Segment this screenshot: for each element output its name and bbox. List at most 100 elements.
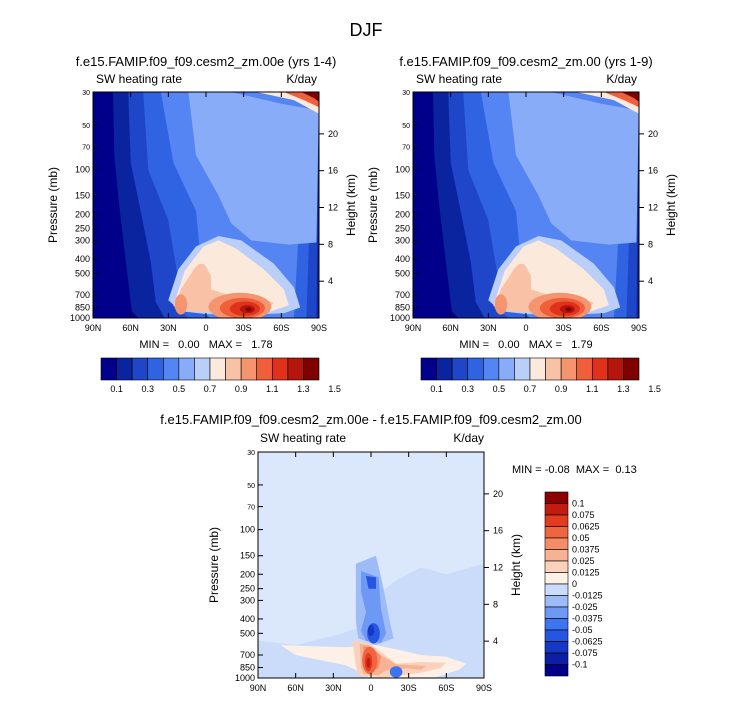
colorbar-swatch: [544, 572, 569, 585]
latitude-axis: 90N 60N 30N 0 30S 60S 90S: [85, 92, 327, 333]
height-tick-label: 4: [328, 276, 333, 286]
pressure-tick-label: 400: [240, 614, 255, 624]
pressure-tick-label: 300: [240, 595, 255, 605]
pressure-tick-label: 200: [240, 569, 255, 579]
contour-neg-6: [389, 666, 403, 678]
latitude-tick-label: 60S: [593, 323, 609, 333]
latitude-tick-label: 60S: [438, 683, 454, 693]
pressure-tick-label: 500: [75, 268, 90, 278]
colorbar-swatch: [498, 357, 515, 381]
height-tick-label: 12: [648, 203, 658, 213]
colorbar-label: 0.1: [572, 499, 585, 509]
pressure-tick-label: 400: [395, 254, 410, 264]
colorbar-label: -0.0125: [572, 591, 603, 601]
colorbar-swatch: [544, 618, 569, 631]
pressure-tick-label: 200: [75, 209, 90, 219]
min-max-label: MIN = 0.00 MAX = 1.79: [459, 339, 592, 351]
colorbar-label: 0.9: [555, 384, 568, 394]
colorbar-label: 1.1: [266, 384, 279, 394]
contour-blob-3: [174, 294, 188, 315]
latitude-tick-label: 90N: [250, 683, 267, 693]
pressure-tick-label: 700: [240, 650, 255, 660]
colorbar-label: -0.0375: [572, 614, 603, 624]
panel-model-00e: f.e15.FAMIP.f09_f09.cesm2_zm.00e (yrs 1-…: [46, 54, 358, 394]
colorbar-label: 0.5: [493, 384, 506, 394]
colorbar-swatch: [544, 514, 569, 527]
pressure-tick-label: 700: [395, 290, 410, 300]
colorbar-label: 1.5: [648, 384, 661, 394]
colorbar-swatch: [482, 357, 500, 381]
colorbar: 0.1 0.3 0.5 0.7 0.9 1.1 1.3 1.5: [100, 357, 341, 394]
colorbar-swatch: [544, 583, 569, 596]
colorbar-swatch: [116, 357, 133, 381]
height-tick-label: 4: [493, 636, 498, 646]
height-tick-label: 16: [648, 166, 658, 176]
contour-weak-neg: [258, 452, 484, 646]
height-tick-label: 20: [328, 129, 338, 139]
panel-units-label: K/day: [453, 431, 484, 445]
height-tick-label: 12: [328, 203, 338, 213]
colorbar-swatch: [576, 357, 593, 381]
colorbar-swatch: [591, 357, 609, 381]
pressure-tick-label: 850: [75, 303, 90, 313]
colorbar-swatch: [178, 357, 195, 381]
colorbar-label: 0.5: [173, 384, 186, 394]
colorbar-swatch: [544, 664, 569, 677]
height-tick-label: 20: [648, 129, 658, 139]
colorbar-label: -0.1: [572, 660, 588, 670]
colorbar-label: 1.3: [617, 384, 630, 394]
latitude-tick-label: 90N: [405, 323, 422, 333]
pressure-tick-label: 30: [402, 90, 410, 97]
min-max-label: MIN = 0.00 MAX = 1.78: [139, 339, 272, 351]
colorbar-swatch: [436, 357, 453, 381]
height-axis: 20 16 12 8 4: [319, 129, 338, 286]
latitude-axis: 90N 60N 30N 0 30S 60S 90S: [405, 92, 647, 333]
contour-neg-2: [361, 571, 387, 643]
latitude-tick-label: 30N: [325, 683, 342, 693]
latitude-tick-label: 30S: [556, 323, 572, 333]
colorbar-label: 0: [572, 579, 577, 589]
pressure-tick-label: 150: [395, 191, 410, 201]
colorbar-label: -0.075: [572, 648, 598, 658]
colorbar-swatch: [131, 357, 149, 381]
colorbar-label: -0.05: [572, 625, 593, 635]
contour-strat-4: [621, 92, 639, 102]
colorbar-swatch: [544, 537, 569, 550]
y-axis-label: Pressure (mb): [366, 167, 380, 243]
colorbar-swatch: [240, 357, 258, 381]
pressure-tick-label: 500: [395, 268, 410, 278]
colorbar-swatch: [225, 357, 242, 381]
contour-neg-5: [367, 625, 375, 637]
height-tick-label: 8: [648, 239, 653, 249]
colorbar-label: 0.05: [572, 533, 590, 543]
colorbar-label: 1.3: [297, 384, 310, 394]
contour-blob-1: [512, 263, 530, 298]
height-tick-label: 16: [328, 166, 338, 176]
latitude-tick-label: 60N: [287, 683, 304, 693]
latitude-tick-label: 30S: [401, 683, 417, 693]
colorbar-label: -0.025: [572, 602, 598, 612]
pressure-tick-label: 150: [240, 551, 255, 561]
latitude-tick-label: 30N: [480, 323, 497, 333]
figure-title: DJF: [350, 20, 383, 40]
contour-strat-4: [301, 92, 319, 102]
contour-field: [93, 92, 319, 318]
pressure-tick-label: 200: [395, 209, 410, 219]
colorbar-label: 0.0375: [572, 545, 600, 555]
colorbar-label: 0.7: [524, 384, 537, 394]
panel-units-label: K/day: [286, 72, 317, 86]
pressure-tick-label: 70: [402, 145, 410, 152]
panel-left-label: SW heating rate: [96, 72, 182, 86]
latitude-tick-label: 90N: [85, 323, 102, 333]
colorbar-swatch: [607, 357, 624, 381]
min-max-label: MIN = -0.08 MAX = 0.13: [512, 464, 637, 476]
colorbar: 0.1 0.3 0.5 0.7 0.9 1.1 1.3 1.5: [420, 357, 661, 394]
y-axis-label: Pressure (mb): [46, 167, 60, 243]
colorbar-swatch: [147, 357, 164, 381]
colorbar-swatch: [544, 641, 569, 654]
colorbar-label: 0.1: [110, 384, 123, 394]
pressure-tick-label: 300: [75, 235, 90, 245]
latitude-tick-label: 90S: [476, 683, 492, 693]
